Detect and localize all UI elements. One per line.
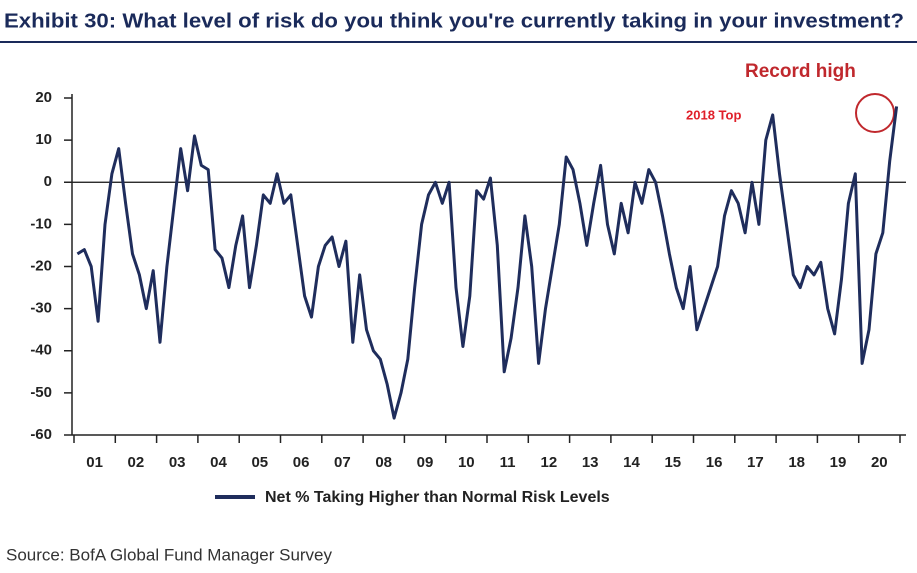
x-tick-label: 08 (375, 454, 392, 471)
x-tick-label: 13 (582, 454, 599, 471)
x-tick-label: 17 (747, 454, 764, 471)
y-tick-label: -20 (30, 257, 52, 274)
x-tick-label: 15 (664, 454, 681, 471)
annotation: Record high (745, 61, 856, 82)
x-tick-label: 05 (251, 454, 268, 471)
x-tick-label: 10 (458, 454, 475, 471)
legend-label: Net % Taking Higher than Normal Risk Lev… (265, 489, 610, 506)
x-tick-label: 20 (871, 454, 888, 471)
y-tick-label: -10 (30, 215, 52, 232)
x-tick-label: 06 (293, 454, 310, 471)
y-tick-label: -50 (30, 384, 52, 401)
x-tick-label: 01 (86, 454, 103, 471)
x-tick-label: 12 (541, 454, 558, 471)
y-tick-label: -30 (30, 300, 52, 317)
highlight-circle (855, 93, 895, 133)
annotation: 2018 Top (686, 107, 741, 122)
y-tick-label: 20 (35, 89, 52, 106)
y-tick-label: 10 (35, 131, 52, 148)
x-tick-label: 14 (623, 454, 640, 471)
x-tick-label: 16 (706, 454, 723, 471)
y-tick-label: -60 (30, 426, 52, 443)
x-tick-label: 19 (830, 454, 847, 471)
chart-title: Exhibit 30: What level of risk do you th… (4, 10, 904, 32)
source: Source: BofA Global Fund Manager Survey (6, 545, 333, 564)
x-tick-label: 09 (417, 454, 434, 471)
series-line (76, 106, 899, 420)
x-tick-label: 07 (334, 454, 351, 471)
x-tick-label: 02 (128, 454, 145, 471)
x-tick-label: 18 (788, 454, 805, 471)
y-tick-label: -40 (30, 342, 52, 359)
x-tick-label: 04 (210, 454, 227, 471)
x-tick-label: 03 (169, 454, 186, 471)
y-tick-label: 0 (44, 173, 52, 190)
x-tick-label: 11 (500, 454, 516, 471)
